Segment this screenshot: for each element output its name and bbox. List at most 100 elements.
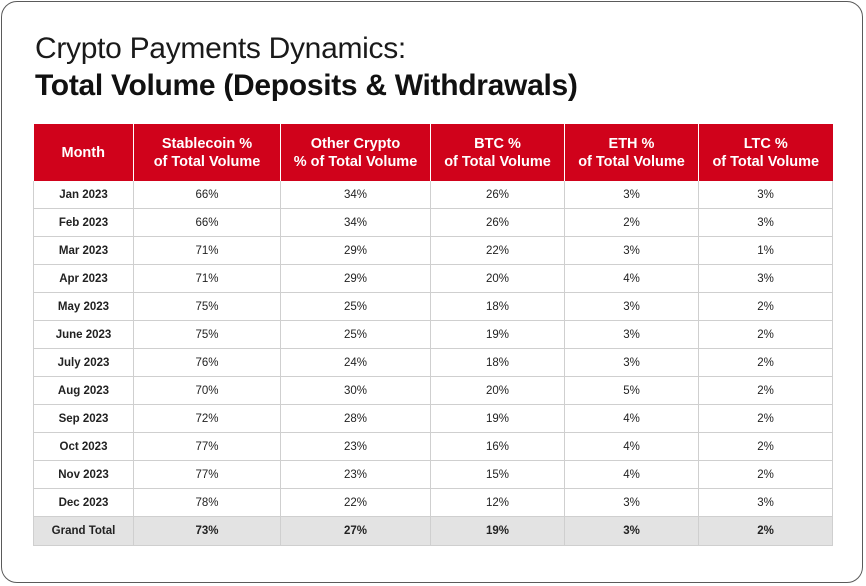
value-cell: 3% xyxy=(698,488,833,517)
row-label-cell: Sep 2023 xyxy=(33,404,134,433)
table-row: May 2023 75% 25% 18% 3% 2% xyxy=(33,292,833,321)
value-cell: 75% xyxy=(133,292,281,321)
value-cell: 5% xyxy=(564,376,699,405)
column-header-line1: Other Crypto xyxy=(310,135,401,152)
column-header-line1: ETH % xyxy=(608,135,655,152)
value-cell: 3% xyxy=(564,236,699,265)
value-cell: 77% xyxy=(133,460,281,489)
grand-total-row: Grand Total 73% 27% 19% 3% 2% xyxy=(33,516,833,546)
value-cell: 1% xyxy=(698,236,833,265)
value-cell: 19% xyxy=(430,516,565,546)
table-row: Dec 2023 78% 22% 12% 3% 3% xyxy=(33,488,833,517)
value-cell: 4% xyxy=(564,432,699,461)
title-line-1: Crypto Payments Dynamics: xyxy=(35,32,406,65)
value-cell: 73% xyxy=(133,516,281,546)
column-header-line2: of Total Volume xyxy=(712,153,820,170)
table-header-row: Month Stablecoin % of Total Volume Other Cr… xyxy=(33,124,833,181)
value-cell: 2% xyxy=(698,404,833,433)
value-cell: 72% xyxy=(133,404,281,433)
row-label-cell: Mar 2023 xyxy=(33,236,134,265)
value-cell: 27% xyxy=(280,516,431,546)
value-cell: 71% xyxy=(133,236,281,265)
value-cell: 20% xyxy=(430,264,565,293)
value-cell: 23% xyxy=(280,460,431,489)
value-cell: 29% xyxy=(280,264,431,293)
value-cell: 71% xyxy=(133,264,281,293)
value-cell: 28% xyxy=(280,404,431,433)
value-cell: 12% xyxy=(430,488,565,517)
value-cell: 25% xyxy=(280,292,431,321)
value-cell: 66% xyxy=(133,208,281,237)
value-cell: 26% xyxy=(430,208,565,237)
table-row: Nov 2023 77% 23% 15% 4% 2% xyxy=(33,460,833,489)
value-cell: 34% xyxy=(280,208,431,237)
value-cell: 78% xyxy=(133,488,281,517)
table-row: June 2023 75% 25% 19% 3% 2% xyxy=(33,320,833,349)
row-label-cell: Aug 2023 xyxy=(33,376,134,405)
value-cell: 76% xyxy=(133,348,281,377)
value-cell: 4% xyxy=(564,264,699,293)
value-cell: 15% xyxy=(430,460,565,489)
value-cell: 2% xyxy=(698,432,833,461)
value-cell: 20% xyxy=(430,376,565,405)
value-cell: 18% xyxy=(430,292,565,321)
table-body: Jan 2023 66% 34% 26% 3% 3% Feb 2023 66% 34% 26% 2%… xyxy=(33,181,833,546)
table-row: Feb 2023 66% 34% 26% 2% 3% xyxy=(33,208,833,237)
column-header-line1: Month xyxy=(61,144,105,161)
table-row: Apr 2023 71% 29% 20% 4% 3% xyxy=(33,264,833,293)
column-header-line2: of Total Volume xyxy=(578,153,685,170)
column-header-line1: Stablecoin % xyxy=(161,135,253,152)
title-line-2: Total Volume (Deposits & Withdrawals) xyxy=(35,69,578,102)
value-cell: 25% xyxy=(280,320,431,349)
value-cell: 3% xyxy=(698,181,833,209)
value-cell: 30% xyxy=(280,376,431,405)
value-cell: 70% xyxy=(133,376,281,405)
column-header-line2: of Total Volume xyxy=(444,153,551,170)
column-header-line2: % of Total Volume xyxy=(293,153,418,170)
volume-table: Month Stablecoin % of Total Volume Other Cr… xyxy=(33,124,833,546)
value-cell: 3% xyxy=(564,181,699,209)
column-header-line1: BTC % xyxy=(474,135,521,152)
table-row: Mar 2023 71% 29% 22% 3% 1% xyxy=(33,236,833,265)
value-cell: 34% xyxy=(280,181,431,209)
value-cell: 2% xyxy=(698,376,833,405)
value-cell: 2% xyxy=(698,292,833,321)
column-header-line2: of Total Volume xyxy=(153,153,261,170)
value-cell: 3% xyxy=(564,292,699,321)
row-label-cell: Grand Total xyxy=(33,516,134,546)
column-header-2: Other Crypto% of Total Volume xyxy=(280,124,431,181)
row-label-cell: Apr 2023 xyxy=(33,264,134,293)
value-cell: 4% xyxy=(564,460,699,489)
table-row: Oct 2023 77% 23% 16% 4% 2% xyxy=(33,432,833,461)
value-cell: 2% xyxy=(698,348,833,377)
value-cell: 22% xyxy=(280,488,431,517)
row-label-cell: Oct 2023 xyxy=(33,432,134,461)
value-cell: 2% xyxy=(564,208,699,237)
value-cell: 75% xyxy=(133,320,281,349)
value-cell: 2% xyxy=(698,516,833,546)
column-header-3: BTC % of Total Volume xyxy=(430,124,565,181)
value-cell: 16% xyxy=(430,432,565,461)
table-row: Jan 2023 66% 34% 26% 3% 3% xyxy=(33,181,833,209)
table-row: Sep 2023 72% 28% 19% 4% 2% xyxy=(33,404,833,433)
value-cell: 3% xyxy=(698,208,833,237)
value-cell: 23% xyxy=(280,432,431,461)
value-cell: 19% xyxy=(430,320,565,349)
value-cell: 2% xyxy=(698,460,833,489)
value-cell: 26% xyxy=(430,181,565,209)
row-label-cell: Dec 2023 xyxy=(33,488,134,517)
table-row: July 2023 76% 24% 18% 3% 2% xyxy=(33,348,833,377)
value-cell: 2% xyxy=(698,320,833,349)
row-label-cell: Jan 2023 xyxy=(33,181,134,209)
value-cell: 3% xyxy=(564,348,699,377)
row-label-cell: May 2023 xyxy=(33,292,134,321)
value-cell: 66% xyxy=(133,181,281,209)
column-header-5: LTC % of Total Volume xyxy=(698,124,833,181)
column-header-0: Month xyxy=(33,124,134,181)
value-cell: 3% xyxy=(698,264,833,293)
row-label-cell: June 2023 xyxy=(33,320,134,349)
row-label-cell: Feb 2023 xyxy=(33,208,134,237)
value-cell: 24% xyxy=(280,348,431,377)
column-header-1: Stablecoin % of Total Volume xyxy=(133,124,281,181)
value-cell: 4% xyxy=(564,404,699,433)
